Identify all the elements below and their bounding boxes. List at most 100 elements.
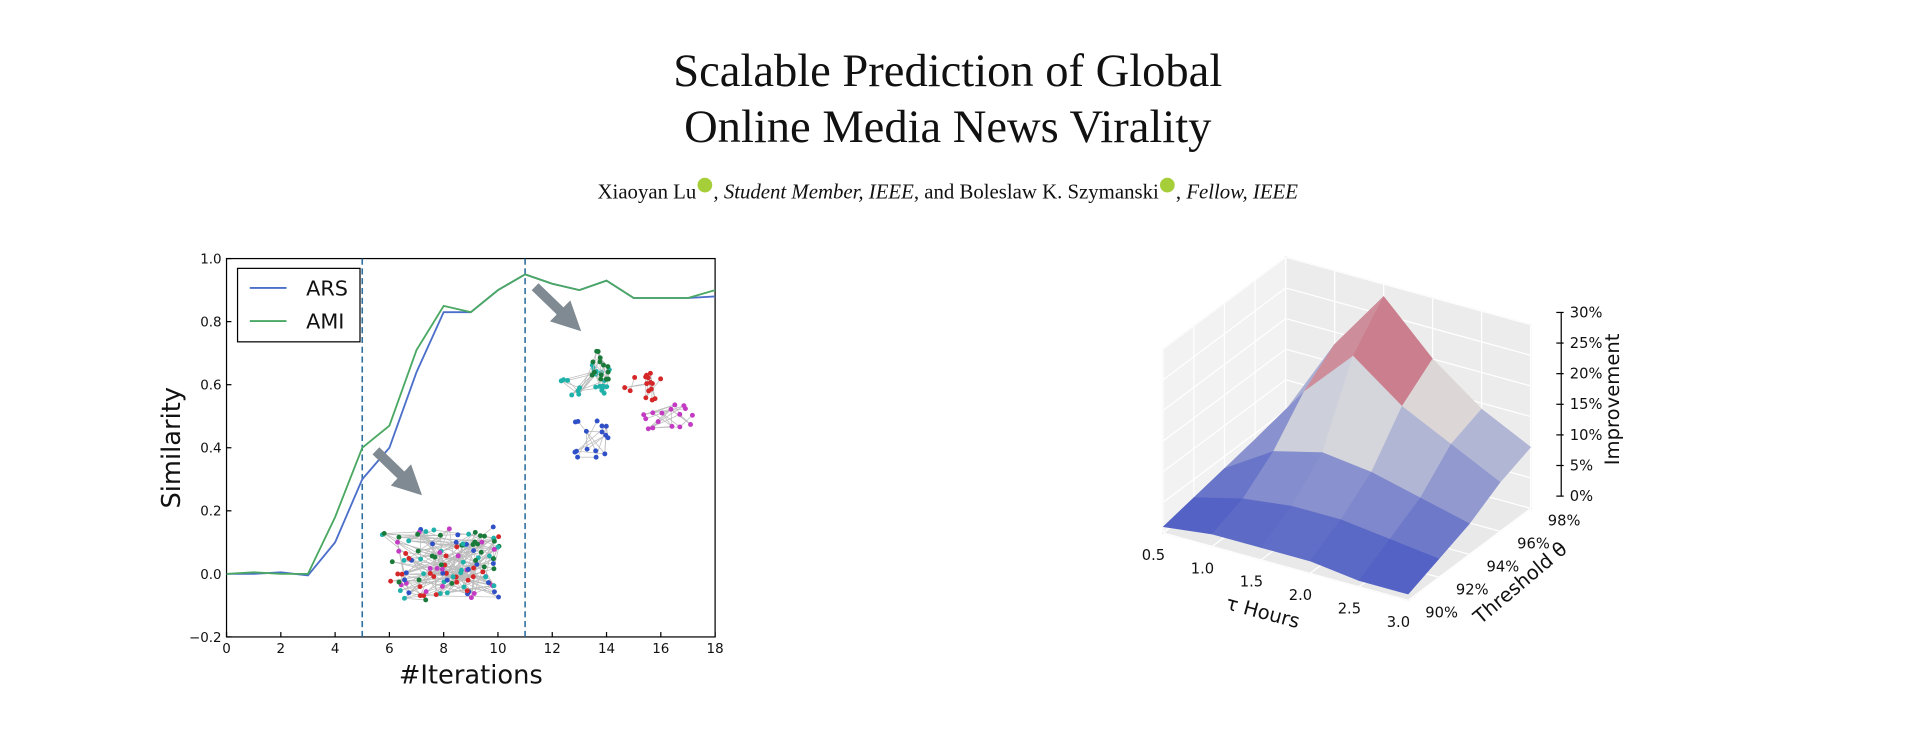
network-node [597, 355, 603, 361]
title-line: Online Media News Virality [684, 102, 1212, 153]
network-node [478, 549, 484, 555]
network-edge [419, 528, 450, 596]
network-edge [420, 529, 468, 594]
network-node [602, 451, 608, 457]
network-node [450, 574, 456, 580]
grid-line [1162, 287, 1287, 381]
network-edge [576, 450, 605, 455]
network-edge [567, 380, 579, 392]
network-node [454, 579, 460, 585]
network-node [689, 412, 695, 418]
network-node [483, 574, 489, 580]
network-node [491, 566, 497, 572]
network-node [460, 541, 466, 547]
network-node [449, 580, 455, 586]
network-node [495, 544, 501, 550]
network-node [632, 375, 638, 380]
author-line: Xiaoyan Lu, Student Member, IEEE, and Bo… [598, 180, 1299, 204]
network-node [492, 589, 497, 595]
network-node [401, 557, 407, 563]
grid-line [1285, 256, 1531, 326]
y-tick-label: 0.2 [200, 505, 221, 520]
orcid-icon [1160, 177, 1175, 193]
network-node [491, 583, 497, 589]
arrow [531, 283, 582, 332]
network-node [598, 372, 604, 378]
network-node [605, 364, 611, 370]
grid-line [1285, 287, 1531, 356]
network-edge [398, 576, 454, 583]
network-node [395, 539, 400, 545]
network-insets [379, 348, 695, 603]
network-node [658, 376, 664, 382]
network-node [458, 570, 464, 576]
x-axis-label: #Iterations [399, 660, 543, 690]
network-edge [401, 550, 474, 575]
network-node [421, 593, 427, 599]
network-node [649, 397, 655, 403]
network-node [590, 359, 596, 365]
z-tick-label: 0% [1570, 488, 1593, 505]
network-edge [577, 421, 606, 455]
network-node [593, 448, 599, 454]
network-edge [577, 380, 605, 392]
author-segment: Student Member, IEEE [724, 180, 914, 204]
legend-label: AMI [306, 309, 344, 333]
network-edge [477, 543, 490, 557]
network-node [430, 541, 435, 547]
network-edge [586, 434, 606, 450]
network-edge [670, 409, 691, 425]
network-node [471, 548, 477, 554]
network-node [572, 449, 578, 455]
network-node [584, 446, 590, 452]
network-node [575, 418, 581, 424]
z-tick-label: 30% [1570, 304, 1603, 321]
x-tick-label: 14 [598, 642, 615, 657]
network-node [648, 380, 653, 385]
network-node [681, 403, 687, 409]
network-node [444, 590, 450, 596]
network-node [486, 580, 491, 586]
network-node [479, 539, 485, 545]
network-node [443, 553, 449, 559]
network-node [599, 423, 605, 429]
x-tick-label: 4 [331, 642, 340, 657]
z-tick-label: 20% [1570, 366, 1603, 383]
network-node [598, 376, 604, 382]
network-node [644, 381, 650, 387]
network-node [455, 532, 461, 538]
network-node [471, 591, 477, 596]
z-tick-label: 5% [1570, 457, 1593, 474]
x-tick-label: 2.5 [1338, 601, 1361, 618]
network-node [601, 362, 606, 368]
network-node [496, 534, 502, 540]
network-node [423, 529, 429, 535]
legend-label: ARS [306, 276, 348, 300]
y-tick-label: 0.4 [200, 442, 221, 457]
network-node [474, 561, 480, 567]
network-edge [643, 404, 675, 416]
author-segment: , [713, 180, 723, 204]
network-node [668, 406, 674, 412]
network-edge [398, 536, 463, 545]
network-node [396, 579, 402, 585]
network-edge [595, 426, 607, 458]
network-node [437, 532, 443, 538]
network-node [406, 555, 412, 561]
y-tick-label: 94% [1487, 558, 1520, 575]
arrow [372, 447, 422, 496]
network-node [423, 589, 429, 595]
network-edge [444, 568, 495, 583]
network-node [453, 539, 459, 545]
network-edge [417, 534, 490, 584]
z-tick-label: 25% [1570, 335, 1603, 352]
network-edge [592, 361, 609, 380]
network-edge [447, 541, 495, 594]
network-node [669, 423, 675, 429]
network-edge [604, 435, 607, 454]
network-node [444, 577, 450, 583]
network-node [399, 571, 405, 577]
network-node [650, 410, 656, 416]
grid-line [1163, 532, 1409, 601]
